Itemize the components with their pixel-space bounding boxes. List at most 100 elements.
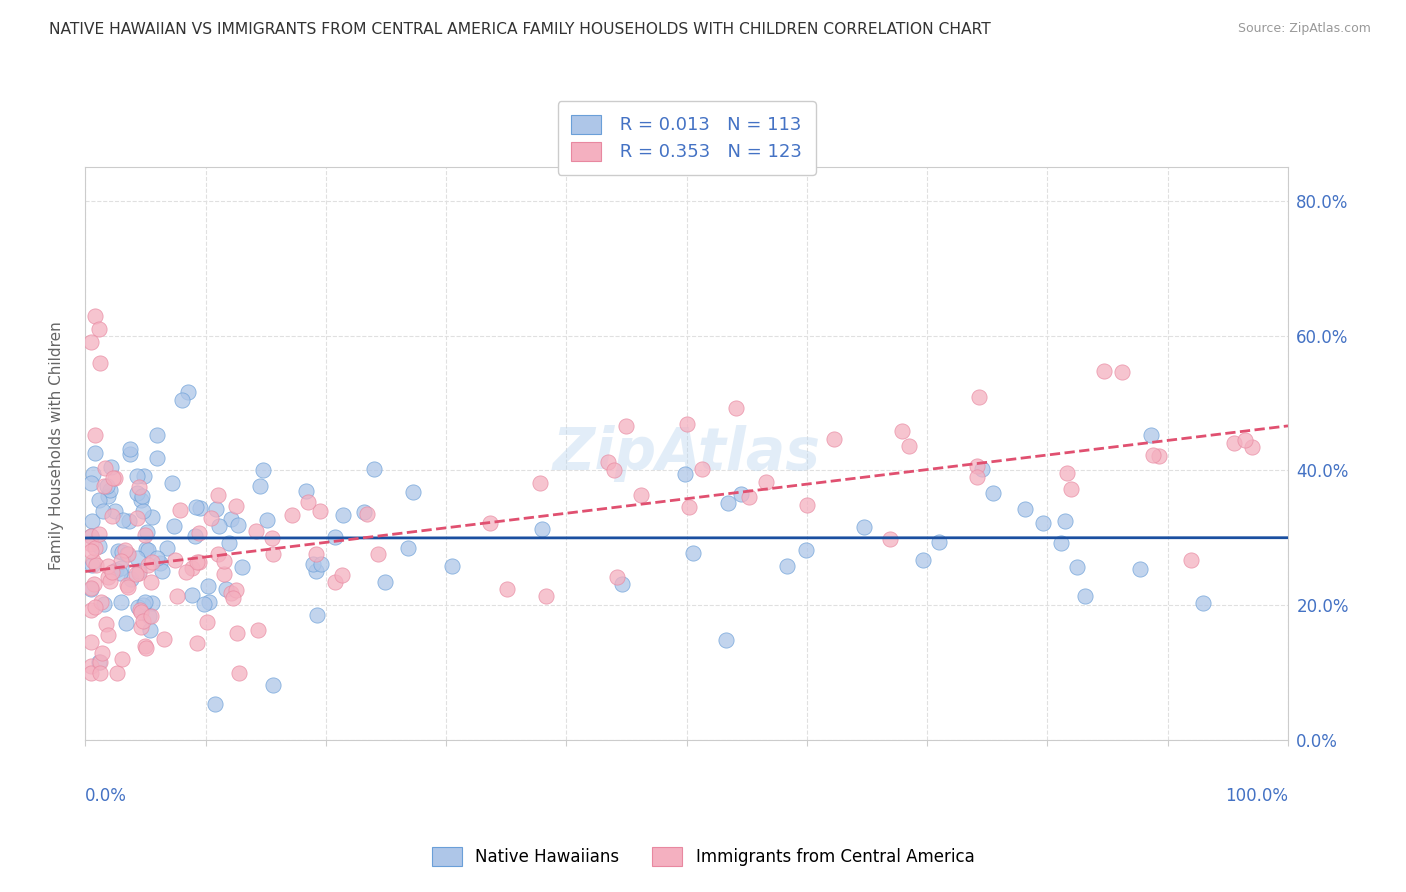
Point bbox=[100, 460, 122, 475]
Point bbox=[212, 566, 235, 581]
Point bbox=[87, 539, 110, 553]
Point bbox=[966, 469, 988, 483]
Point bbox=[83, 309, 105, 323]
Point bbox=[186, 636, 208, 650]
Point bbox=[367, 548, 389, 562]
Point bbox=[131, 605, 153, 619]
Point bbox=[401, 484, 423, 499]
Point bbox=[183, 529, 205, 543]
Legend: Native Hawaiians, Immigrants from Central America: Native Hawaiians, Immigrants from Centra… bbox=[423, 838, 983, 875]
Legend:  R = 0.013   N = 113,  R = 0.353   N = 123: R = 0.013 N = 113, R = 0.353 N = 123 bbox=[558, 101, 815, 175]
Point bbox=[160, 476, 183, 491]
Point bbox=[80, 476, 103, 491]
Point bbox=[1060, 483, 1083, 497]
Point bbox=[120, 572, 142, 586]
Point bbox=[966, 459, 988, 474]
Point bbox=[93, 479, 115, 493]
Point bbox=[114, 542, 136, 557]
Point bbox=[94, 461, 117, 475]
Point bbox=[195, 615, 218, 630]
Point bbox=[198, 595, 221, 609]
Point bbox=[1050, 536, 1073, 550]
Point bbox=[207, 488, 229, 502]
Point bbox=[330, 567, 353, 582]
Point bbox=[682, 546, 704, 560]
Point bbox=[1094, 363, 1116, 377]
Point bbox=[83, 577, 105, 591]
Point bbox=[928, 534, 950, 549]
Point bbox=[323, 574, 346, 589]
Point bbox=[100, 483, 122, 497]
Point bbox=[132, 504, 155, 518]
Point bbox=[89, 356, 111, 370]
Point bbox=[305, 565, 328, 579]
Point bbox=[1014, 501, 1036, 516]
Point bbox=[1240, 440, 1263, 454]
Point bbox=[131, 620, 153, 634]
Point bbox=[141, 596, 163, 610]
Point bbox=[1066, 560, 1088, 574]
Point bbox=[105, 563, 128, 577]
Point bbox=[153, 632, 176, 646]
Point bbox=[118, 514, 141, 528]
Point bbox=[104, 471, 127, 485]
Point bbox=[111, 652, 134, 666]
Point bbox=[1140, 427, 1163, 442]
Point bbox=[80, 528, 103, 542]
Point bbox=[981, 486, 1004, 500]
Point bbox=[1222, 435, 1244, 450]
Point bbox=[610, 576, 633, 591]
Point bbox=[83, 445, 105, 459]
Point bbox=[150, 564, 173, 578]
Point bbox=[1192, 596, 1215, 610]
Point bbox=[128, 566, 150, 581]
Point bbox=[219, 511, 242, 525]
Point bbox=[225, 583, 247, 598]
Point bbox=[80, 603, 103, 617]
Point bbox=[166, 589, 188, 603]
Point bbox=[912, 553, 935, 567]
Point bbox=[879, 532, 901, 546]
Point bbox=[724, 401, 747, 415]
Point bbox=[197, 579, 219, 593]
Point bbox=[136, 542, 159, 557]
Point bbox=[89, 656, 111, 670]
Point bbox=[738, 490, 761, 504]
Text: Source: ZipAtlas.com: Source: ZipAtlas.com bbox=[1237, 22, 1371, 36]
Point bbox=[228, 518, 250, 533]
Point bbox=[105, 665, 128, 680]
Point bbox=[1129, 562, 1152, 576]
Point bbox=[136, 558, 159, 572]
Point bbox=[180, 560, 202, 574]
Point bbox=[117, 580, 139, 594]
Point bbox=[245, 524, 267, 539]
Point bbox=[134, 528, 156, 542]
Point bbox=[131, 489, 153, 503]
Point bbox=[134, 639, 156, 653]
Point bbox=[295, 483, 318, 498]
Point bbox=[89, 655, 111, 669]
Point bbox=[219, 586, 242, 600]
Point bbox=[129, 492, 152, 507]
Point bbox=[496, 582, 519, 596]
Point bbox=[82, 467, 104, 481]
Point bbox=[606, 570, 628, 584]
Point bbox=[145, 427, 167, 442]
Point bbox=[94, 617, 117, 632]
Point bbox=[186, 555, 208, 569]
Point bbox=[97, 559, 120, 574]
Point bbox=[247, 623, 270, 637]
Point bbox=[112, 513, 135, 527]
Point bbox=[135, 541, 157, 556]
Point bbox=[536, 589, 558, 603]
Text: 0.0%: 0.0% bbox=[86, 787, 127, 805]
Point bbox=[135, 640, 157, 655]
Point bbox=[128, 564, 150, 578]
Point bbox=[124, 566, 146, 581]
Point bbox=[125, 551, 148, 566]
Point bbox=[91, 504, 114, 518]
Point bbox=[80, 582, 103, 596]
Point bbox=[156, 541, 179, 556]
Point bbox=[225, 499, 247, 513]
Point bbox=[145, 550, 167, 565]
